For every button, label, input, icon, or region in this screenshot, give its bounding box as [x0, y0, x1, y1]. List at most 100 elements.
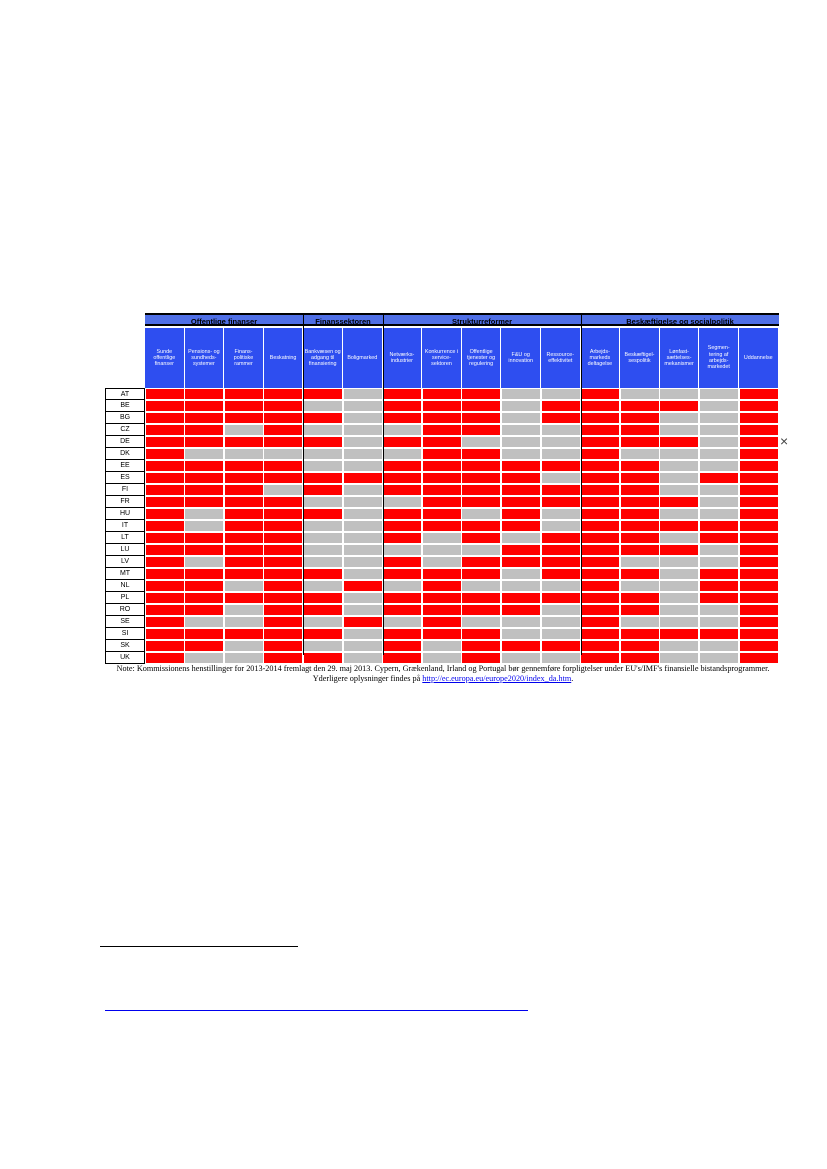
matrix-cell-hu: [224, 509, 263, 519]
matrix-cell-hu: [699, 509, 738, 519]
matrix-cell-cz: [303, 425, 342, 435]
footnote-link-underline[interactable]: [105, 1010, 528, 1011]
country-label: FI: [105, 484, 145, 496]
matrix-cell-se: [501, 617, 540, 627]
matrix-cell-be: [660, 401, 699, 411]
matrix-cell-fr: [660, 497, 699, 507]
country-label: DE: [105, 436, 145, 448]
matrix-cell-at: [462, 389, 501, 399]
matrix-cell-fi: [660, 485, 699, 495]
matrix-cell-mt: [462, 569, 501, 579]
matrix-cell-bg: [383, 413, 422, 423]
matrix-cell-si: [303, 629, 342, 639]
matrix-cell-se: [343, 617, 382, 627]
matrix-cell-lu: [660, 545, 699, 555]
matrix-cell-nl: [145, 581, 184, 591]
matrix-cell-nl: [303, 581, 342, 591]
matrix-cell-fi: [541, 485, 580, 495]
matrix-cell-dk: [303, 449, 342, 459]
europe2020-link[interactable]: http://ec.europa.eu/europe2020/index_da.…: [422, 674, 572, 683]
matrix-cell-at: [739, 389, 778, 399]
matrix-cell-uk: [264, 653, 303, 663]
matrix-cell-lu: [383, 545, 422, 555]
matrix-cell-de: [383, 437, 422, 447]
group-header-finanssektoren: Finanssektoren: [303, 313, 383, 326]
matrix-cell-ro: [383, 605, 422, 615]
column-header: Beskæftigel- sespolitik: [620, 328, 660, 388]
matrix-cell-lv: [620, 557, 659, 567]
matrix-cell-pl: [541, 593, 580, 603]
matrix-cell-lv: [581, 557, 620, 567]
matrix-cell-at: [383, 389, 422, 399]
matrix-cell-sk: [383, 641, 422, 651]
matrix-cell-cz: [699, 425, 738, 435]
matrix-cell-lt: [145, 533, 184, 543]
matrix-cell-sk: [343, 641, 382, 651]
country-label: IT: [105, 520, 145, 532]
matrix-cell-uk: [145, 653, 184, 663]
matrix-cell-es: [660, 473, 699, 483]
matrix-cell-fr: [739, 497, 778, 507]
matrix-cell-nl: [264, 581, 303, 591]
country-label: CZ: [105, 424, 145, 436]
country-label: PL: [105, 592, 145, 604]
matrix-cell-cz: [422, 425, 461, 435]
matrix-cell-lu: [620, 545, 659, 555]
matrix-cell-sk: [501, 641, 540, 651]
matrix-cell-bg: [581, 413, 620, 423]
matrix-cell-de: [501, 437, 540, 447]
matrix-cell-es: [264, 473, 303, 483]
matrix-cell-lt: [541, 533, 580, 543]
column-header: Offentlige tjenester og regulering: [461, 328, 502, 388]
matrix-cell-mt: [264, 569, 303, 579]
matrix-cell-pl: [224, 593, 263, 603]
matrix-cell-be: [383, 401, 422, 411]
matrix-cell-lt: [224, 533, 263, 543]
matrix-cell-si: [343, 629, 382, 639]
matrix-cell-uk: [501, 653, 540, 663]
matrix-cell-lv: [343, 557, 382, 567]
matrix-cell-fi: [620, 485, 659, 495]
matrix-cell-hu: [383, 509, 422, 519]
country-label: ES: [105, 472, 145, 484]
matrix-cell-lt: [660, 533, 699, 543]
matrix-cell-si: [581, 629, 620, 639]
group-divider: [581, 313, 582, 655]
matrix-cell-nl: [739, 581, 778, 591]
matrix-cell-se: [462, 617, 501, 627]
matrix-cell-nl: [383, 581, 422, 591]
country-label: MT: [105, 568, 145, 580]
matrix-cell-se: [145, 617, 184, 627]
matrix-cell-cz: [185, 425, 224, 435]
matrix-cell-it: [501, 521, 540, 531]
matrix-cell-si: [383, 629, 422, 639]
matrix-cell-it: [343, 521, 382, 531]
matrix-cell-sk: [303, 641, 342, 651]
matrix-cell-pl: [145, 593, 184, 603]
close-icon[interactable]: ×: [780, 433, 789, 449]
matrix-cell-lu: [699, 545, 738, 555]
matrix-cell-sk: [581, 641, 620, 651]
matrix-cell-es: [699, 473, 738, 483]
country-label: UK: [105, 652, 145, 664]
matrix-cell-lu: [462, 545, 501, 555]
matrix-cell-nl: [699, 581, 738, 591]
matrix-cell-fr: [343, 497, 382, 507]
matrix-cell-ro: [422, 605, 461, 615]
matrix-cell-bg: [185, 413, 224, 423]
matrix-cell-lv: [699, 557, 738, 567]
matrix-cell-se: [303, 617, 342, 627]
matrix-cell-it: [264, 521, 303, 531]
footnote-rule: [100, 946, 298, 947]
matrix-cell-be: [422, 401, 461, 411]
matrix-cell-pl: [303, 593, 342, 603]
matrix-cell-dk: [581, 449, 620, 459]
matrix-cell-es: [145, 473, 184, 483]
matrix-cell-be: [343, 401, 382, 411]
country-label: RO: [105, 604, 145, 616]
matrix-cell-cz: [541, 425, 580, 435]
matrix-cell-ro: [303, 605, 342, 615]
matrix-cell-be: [303, 401, 342, 411]
matrix-cell-se: [383, 617, 422, 627]
column-header: Bankvæsen og adgang til finansiering: [303, 328, 343, 388]
